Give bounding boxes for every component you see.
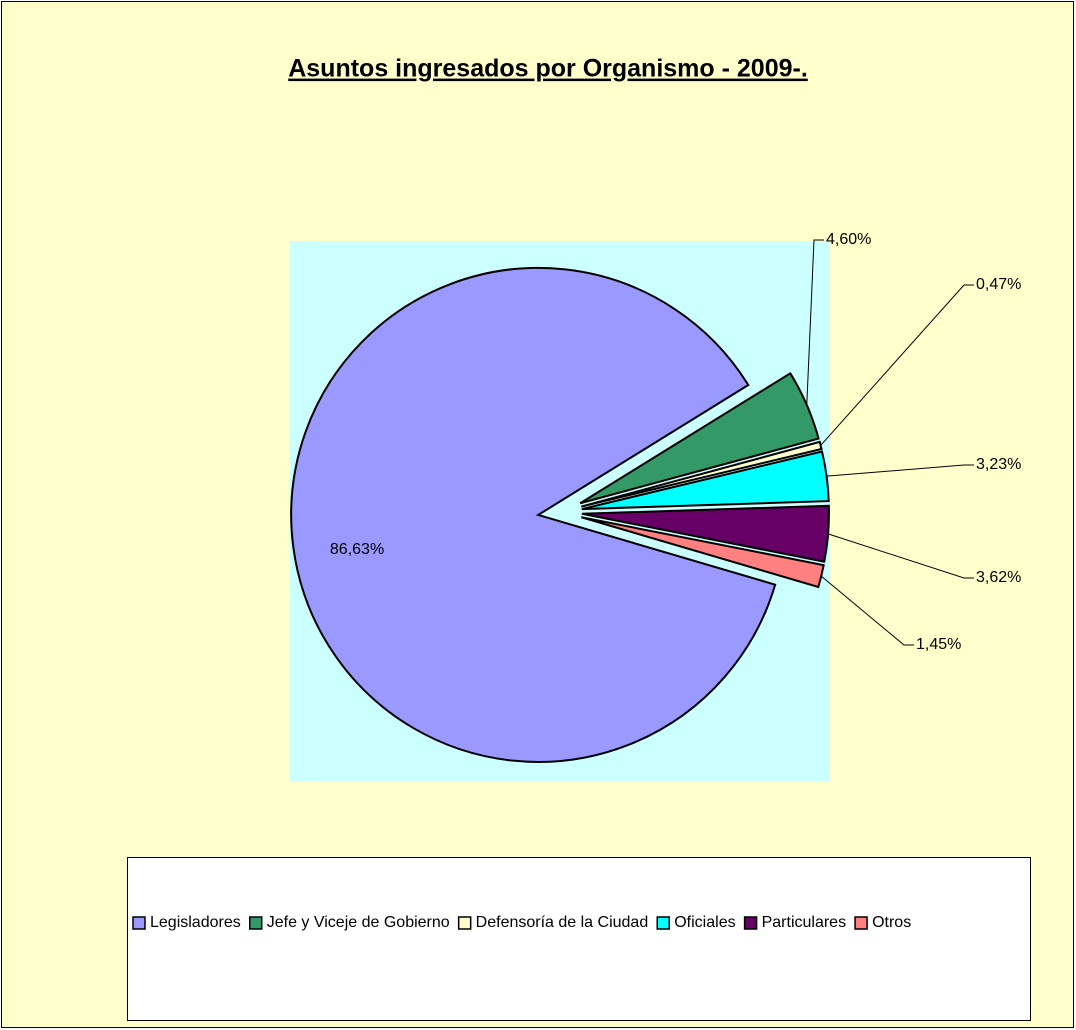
- chart-title: Asuntos ingresados por Organismo - 2009-…: [288, 55, 808, 83]
- pie-slice: [579, 371, 820, 505]
- legend-box: [127, 857, 1031, 1021]
- leader-line: [806, 239, 824, 405]
- data-label: 1,45%: [916, 636, 961, 653]
- legend-label: Otros: [872, 914, 911, 931]
- leader-line: [826, 464, 974, 477]
- legend-swatch: [854, 916, 868, 930]
- data-label: 86,63%: [330, 541, 384, 558]
- pie-slice: [581, 450, 830, 511]
- legend-label: Defensoría de la Ciudad: [476, 914, 649, 931]
- leader-line: [827, 533, 974, 579]
- legend-label: Particulares: [762, 914, 846, 931]
- pie-slice: [581, 516, 825, 589]
- legend-label: Oficiales: [674, 914, 735, 931]
- legend-label: Jefe y Viceje de Gobierno: [267, 914, 450, 931]
- legend-swatch: [248, 916, 263, 930]
- data-label: 0,47%: [976, 276, 1021, 293]
- data-label: 3,23%: [976, 456, 1021, 473]
- leader-line: [820, 575, 914, 646]
- pie-slice: [581, 504, 830, 563]
- leader-line: [820, 284, 974, 446]
- data-label: 3,62%: [976, 569, 1021, 586]
- legend-swatch: [656, 916, 670, 930]
- legend-label: Legisladores: [150, 914, 241, 931]
- pie-slice: [290, 266, 777, 763]
- legend-swatch: [132, 916, 146, 930]
- legend-swatch: [743, 916, 758, 930]
- data-label: 4,60%: [826, 231, 871, 248]
- legend-swatch: [457, 916, 472, 930]
